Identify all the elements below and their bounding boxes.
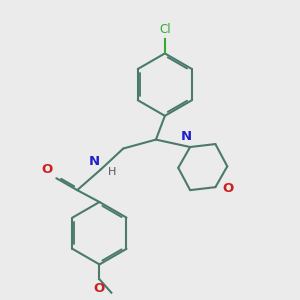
Text: N: N — [88, 155, 100, 168]
Text: H: H — [107, 167, 116, 177]
Text: O: O — [223, 182, 234, 195]
Text: O: O — [42, 163, 53, 176]
Text: Cl: Cl — [159, 23, 171, 36]
Text: N: N — [181, 130, 192, 143]
Text: O: O — [94, 282, 105, 295]
